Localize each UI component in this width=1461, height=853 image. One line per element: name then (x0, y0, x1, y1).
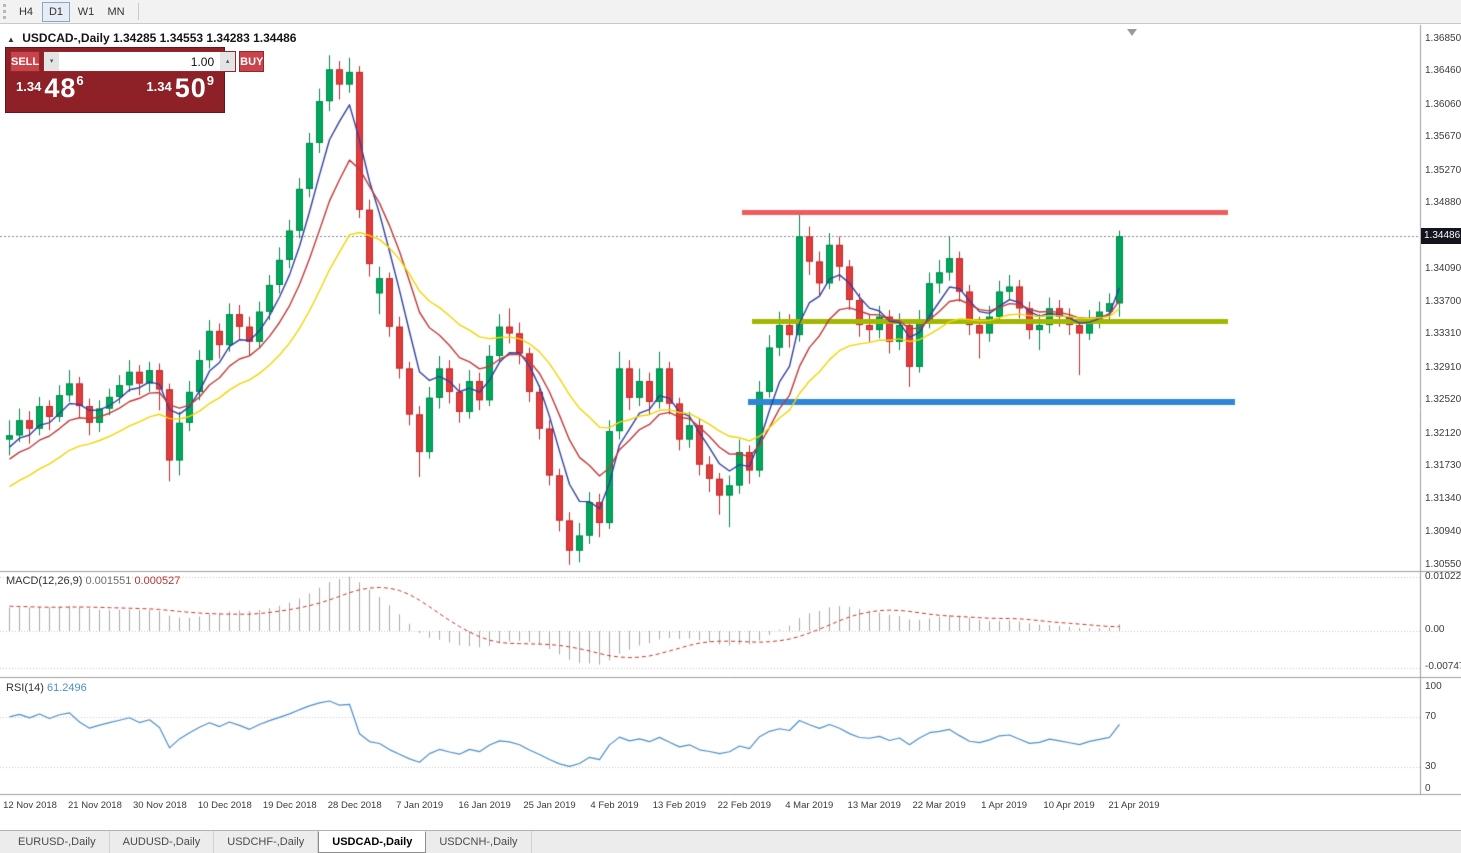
macd-axis-label: 0.00 (1425, 624, 1445, 635)
date-axis-label: 13 Mar 2019 (847, 800, 901, 811)
date-axis-label: 10 Dec 2018 (197, 800, 252, 811)
timeframe-button-h4[interactable]: H4 (12, 2, 40, 22)
rsi-axis-label: 70 (1425, 711, 1437, 722)
timeframe-button-w1[interactable]: W1 (72, 2, 100, 22)
date-axis-label: 4 Mar 2019 (785, 800, 834, 811)
current-price-badge: 1.34486 (1421, 228, 1461, 244)
date-axis-label: 4 Feb 2019 (590, 800, 639, 811)
price-axis-label: 1.31730 (1425, 460, 1461, 472)
price-axis-label: 1.33700 (1425, 295, 1461, 307)
ask-price: 1.34 509 (146, 73, 214, 103)
chart-tab-audusd[interactable]: AUDUSD-,Daily (110, 831, 215, 853)
volume-control: ▾ ▴ (43, 51, 237, 72)
ohlc-values: 1.34285 1.34553 1.34283 1.34486 (112, 31, 297, 45)
bid-price: 1.34 486 (16, 73, 84, 103)
chart-shift-marker[interactable] (1127, 29, 1137, 36)
date-axis-label: 19 Dec 2018 (262, 800, 317, 811)
rsi-axis-label: 0 (1425, 783, 1431, 794)
toolbar-grip[interactable] (3, 4, 7, 19)
macd-axis-label: 0.010229 (1425, 571, 1461, 582)
date-axis-label: 21 Apr 2019 (1108, 800, 1160, 811)
price-axis-label: 1.35270 (1425, 164, 1461, 176)
date-axis-label: 22 Mar 2019 (912, 800, 966, 811)
price-axis-label: 1.35670 (1425, 131, 1461, 143)
date-axis-label: 16 Jan 2019 (458, 800, 511, 811)
date-axis-label: 25 Jan 2019 (523, 800, 576, 811)
toolbar-separator (138, 3, 139, 20)
price-axis-label: 1.36850 (1425, 32, 1461, 44)
sell-button[interactable]: SELL (10, 51, 41, 72)
price-axis-label: 1.36060 (1425, 98, 1461, 110)
date-axis-label: 7 Jan 2019 (396, 800, 444, 811)
date-axis-label: 12 Nov 2018 (3, 800, 57, 811)
chart-tab-usdcnh[interactable]: USDCNH-,Daily (426, 831, 532, 853)
rsi-axis-label: 30 (1425, 761, 1437, 772)
date-axis-label: 13 Feb 2019 (652, 800, 707, 811)
rsi-indicator-label: RSI(14) 61.2496 (6, 682, 87, 694)
price-axis-label: 1.30550 (1425, 558, 1461, 570)
timeframe-button-d1[interactable]: D1 (42, 1, 70, 22)
date-axis-label: 22 Feb 2019 (717, 800, 772, 811)
volume-increase-button[interactable]: ▴ (220, 52, 236, 71)
price-axis-label: 1.32910 (1425, 361, 1461, 373)
date-axis-label: 21 Nov 2018 (68, 800, 122, 811)
timeframe-button-mn[interactable]: MN (102, 2, 130, 22)
chart-tabs-bar: EURUSD-,Daily AUDUSD-,Daily USDCHF-,Daily U… (0, 830, 1461, 853)
volume-decrease-button[interactable]: ▾ (44, 52, 60, 71)
date-axis-label: 10 Apr 2019 (1043, 800, 1095, 811)
price-axis-label: 1.34090 (1425, 263, 1461, 275)
chart-tab-usdcad[interactable]: USDCAD-,Daily (318, 831, 427, 853)
price-axis-label: 1.32120 (1425, 427, 1461, 439)
one-click-toggle-icon[interactable]: ▲ (7, 35, 15, 44)
price-axis-label: 1.36460 (1425, 65, 1461, 77)
chart-title: ▲ USDCAD-,Daily 1.34285 1.34553 1.34283 … (7, 31, 296, 45)
price-axis-label: 1.31340 (1425, 492, 1461, 504)
rsi-axis-label: 100 (1425, 681, 1442, 692)
price-axis-label: 1.34880 (1425, 197, 1461, 209)
chart-tab-usdchf[interactable]: USDCHF-,Daily (214, 831, 319, 853)
macd-axis-label: -0.007477 (1425, 661, 1461, 672)
timeframe-toolbar: H4 D1 W1 MN (0, 0, 1461, 24)
date-axis-label: 28 Dec 2018 (327, 800, 382, 811)
price-axis-label: 1.33310 (1425, 328, 1461, 340)
timeframe-buttons: H4 D1 W1 MN (12, 1, 132, 22)
date-axis-label: 30 Nov 2018 (132, 800, 187, 811)
symbol-title: USDCAD-,Daily (22, 31, 110, 45)
chart-tab-eurusd[interactable]: EURUSD-,Daily (5, 831, 110, 853)
buy-button[interactable]: BUY (239, 51, 265, 72)
date-axis-label: 1 Apr 2019 (981, 800, 1028, 811)
price-axis-label: 1.30940 (1425, 526, 1461, 538)
price-axis-label: 1.32520 (1425, 394, 1461, 406)
volume-input[interactable] (59, 52, 221, 71)
macd-indicator-label: MACD(12,26,9) 0.001551 0.000527 (6, 575, 181, 587)
